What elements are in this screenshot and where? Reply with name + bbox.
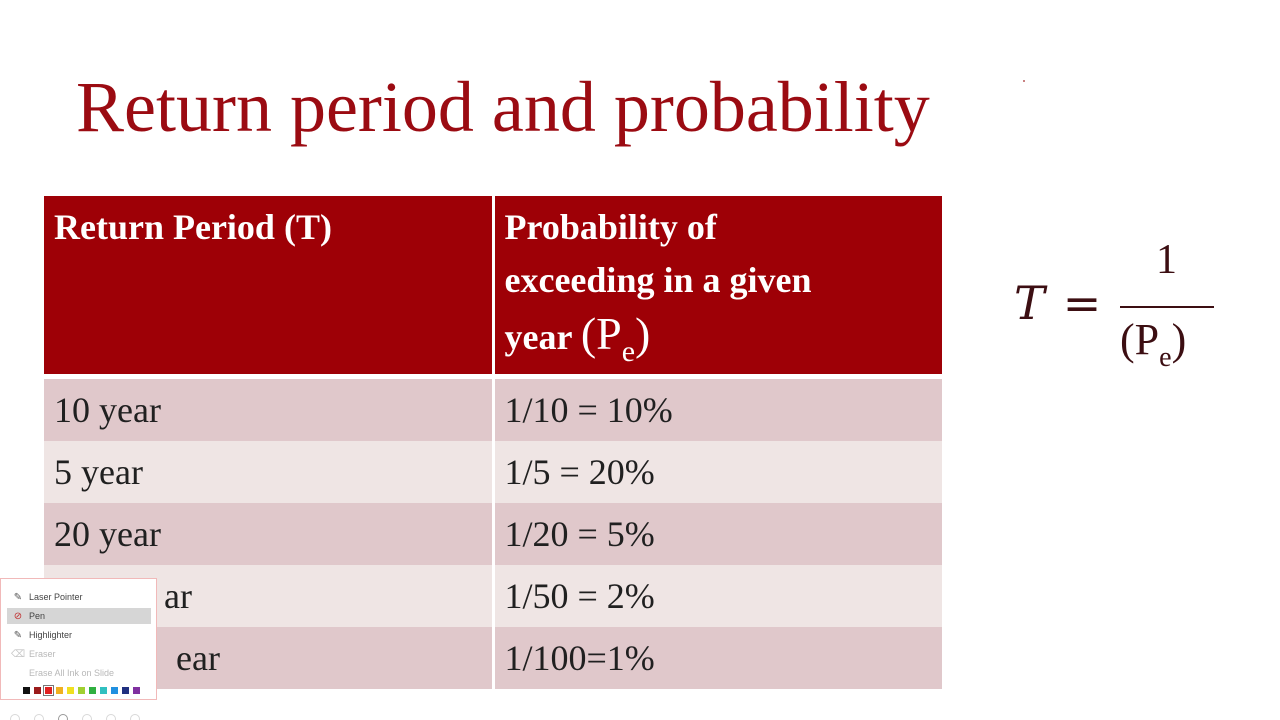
- formula-denominator: (Pe): [1120, 314, 1187, 373]
- ink-color-swatch[interactable]: [34, 687, 41, 694]
- menu-item-label: Erase All Ink on Slide: [29, 668, 115, 678]
- header-probability-line1: Probability of: [504, 207, 717, 247]
- pen-icon: ⊘: [13, 611, 23, 622]
- see-all-slides-button[interactable]: [82, 714, 92, 720]
- ink-color-swatch[interactable]: [100, 687, 107, 694]
- highlighter-icon: ✎: [13, 630, 23, 641]
- next-slide-button[interactable]: [34, 714, 44, 720]
- ink-color-swatch[interactable]: [122, 687, 129, 694]
- formula-variable-t: T: [1014, 276, 1045, 330]
- header-return-period: Return Period (T): [44, 196, 495, 377]
- table-row: ar 1/50 = 2%: [44, 565, 942, 627]
- ink-color-swatch[interactable]: [56, 687, 63, 694]
- previous-slide-button[interactable]: [10, 714, 20, 720]
- eraser-icon: ⌫: [11, 649, 26, 660]
- ink-color-swatch[interactable]: [43, 685, 54, 696]
- header-probability: Probability of exceeding in a given year…: [493, 196, 942, 377]
- probability-cell: 1/50 = 2%: [493, 565, 942, 627]
- formula-den-open: (P: [1120, 315, 1160, 364]
- table-row: 10 year 1/10 = 10%: [44, 376, 942, 441]
- ink-color-swatch[interactable]: [89, 687, 96, 694]
- ink-color-palette: [23, 685, 144, 696]
- stray-ink-dot: [1023, 80, 1025, 82]
- more-options-button[interactable]: [130, 714, 140, 720]
- table-header-row: Return Period (T) Probability of exceedi…: [44, 196, 942, 377]
- menu-item-label: Pen: [29, 611, 46, 621]
- menu-item-highlighter[interactable]: ✎ Highlighter: [7, 627, 151, 643]
- formula-equals: =: [1062, 276, 1102, 330]
- return-period-formula: T = 1 (Pe): [1010, 237, 1230, 388]
- probability-cell: 1/5 = 20%: [493, 441, 942, 503]
- ink-color-swatch[interactable]: [111, 687, 118, 694]
- pen-tool-button[interactable]: [58, 714, 68, 720]
- menu-item-label: Highlighter: [29, 630, 73, 640]
- header-pe-sub: e: [621, 335, 636, 368]
- menu-item-laser-pointer[interactable]: ✎ Laser Pointer: [7, 589, 151, 605]
- probability-cell: 1/10 = 10%: [493, 376, 942, 441]
- period-cell: 20 year: [44, 503, 495, 565]
- formula-lhs: T =: [1014, 276, 1101, 330]
- ink-color-swatch[interactable]: [23, 687, 30, 694]
- pen-options-menu: ✎ Laser Pointer ⊘ Pen ✎ Highlighter ⌫ Eraser…: [0, 578, 157, 700]
- period-cell: 5 year: [44, 441, 495, 503]
- formula-den-close: ): [1171, 315, 1187, 364]
- period-cell: 10 year: [44, 376, 495, 441]
- header-pe-open: (P: [580, 308, 622, 359]
- ink-color-swatch[interactable]: [67, 687, 74, 694]
- formula-numerator: 1: [1156, 237, 1177, 283]
- zoom-button[interactable]: [106, 714, 116, 720]
- header-pe-close: ): [635, 308, 651, 359]
- table-row: 20 year 1/20 = 5%: [44, 503, 942, 565]
- probability-cell: 1/100=1%: [493, 627, 942, 689]
- slideshow-toolbar: [0, 712, 160, 720]
- probability-cell: 1/20 = 5%: [493, 503, 942, 565]
- menu-item-eraser[interactable]: ⌫ Eraser: [7, 646, 151, 662]
- menu-item-label: Laser Pointer: [29, 592, 83, 602]
- menu-item-erase-all[interactable]: Erase All Ink on Slide: [7, 665, 151, 681]
- header-probability-line2: exceeding in a given: [504, 260, 812, 300]
- header-probability-line3: year: [504, 317, 572, 357]
- header-return-period-label: Return Period (T): [54, 207, 332, 247]
- return-period-table: Return Period (T) Probability of exceedi…: [44, 196, 942, 689]
- formula-fraction-bar: [1120, 306, 1214, 308]
- table-row: 5 year 1/5 = 20%: [44, 441, 942, 503]
- menu-item-label: Eraser: [29, 649, 56, 659]
- laser-pointer-icon: ✎: [13, 592, 23, 603]
- ink-color-swatch[interactable]: [133, 687, 140, 694]
- formula-den-sub: e: [1159, 342, 1172, 373]
- slide-title: Return period and probability: [76, 67, 930, 147]
- ink-color-swatch[interactable]: [78, 687, 85, 694]
- menu-item-pen[interactable]: ⊘ Pen: [7, 608, 151, 624]
- table-row: ear 1/100=1%: [44, 627, 942, 689]
